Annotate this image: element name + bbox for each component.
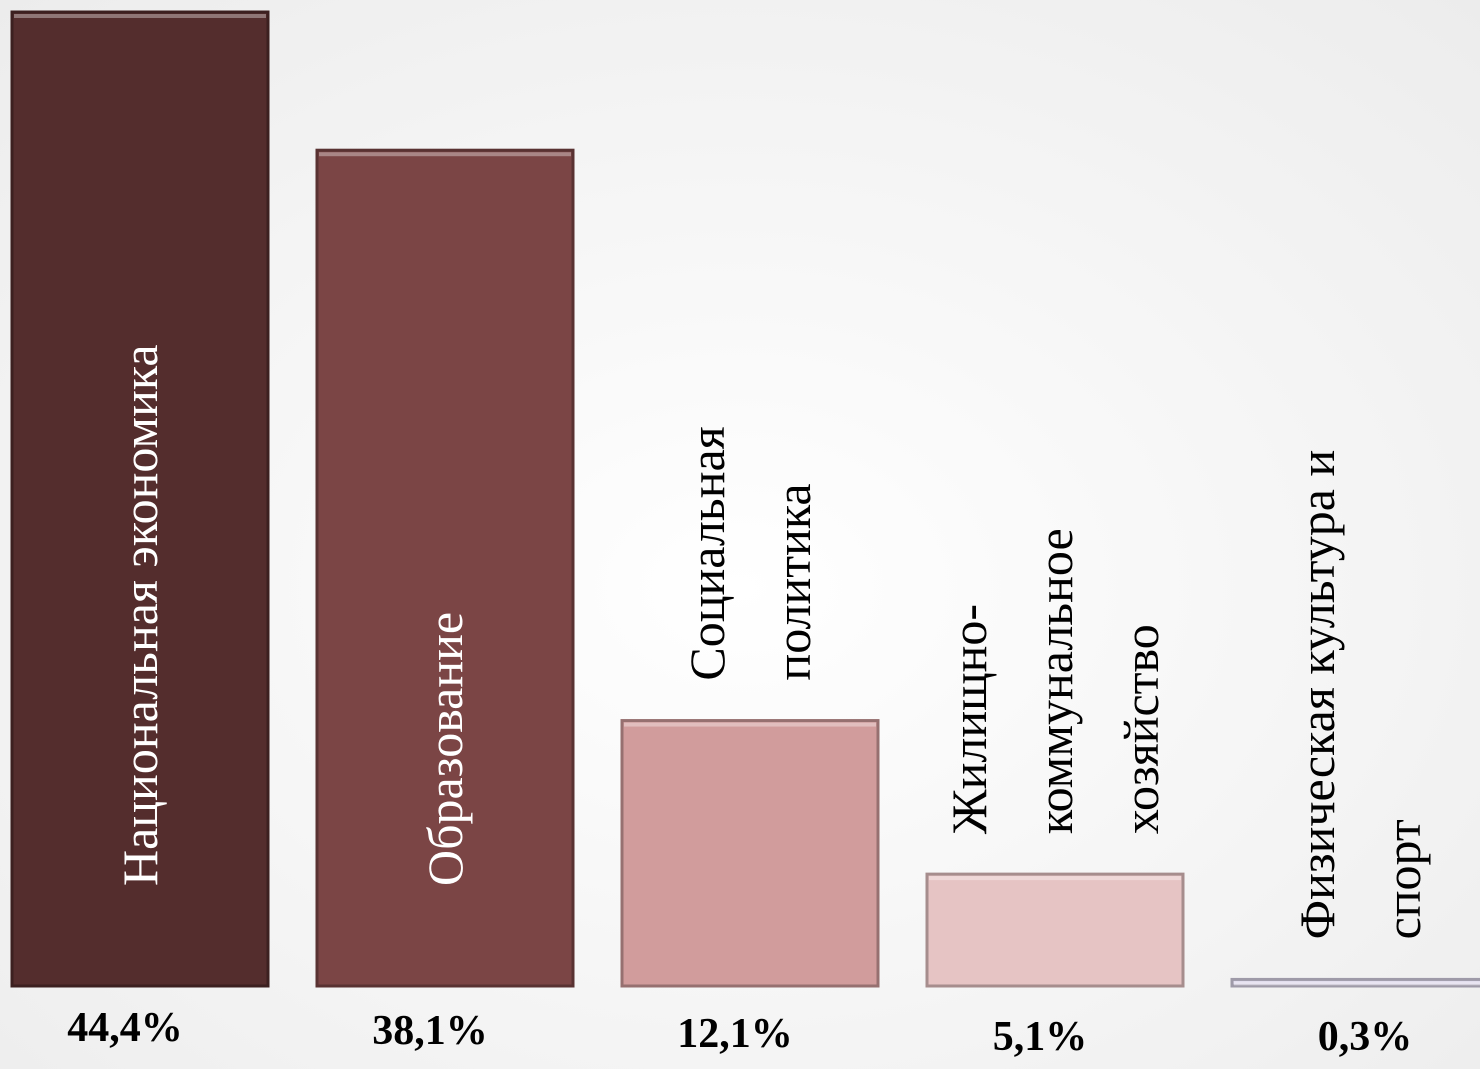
category-label: коммунальное (1027, 528, 1083, 834)
category-label: спорт (1375, 819, 1431, 939)
category-label: Образование (417, 612, 473, 886)
bar-5 (1230, 977, 1480, 988)
bar-3 (620, 719, 880, 988)
value-label: 38,1% (372, 1008, 488, 1054)
category-label: Физическая культура и (1289, 450, 1345, 940)
category-label: Социальная (679, 426, 735, 680)
bar-highlight-4 (929, 876, 1181, 881)
value-label: 5,1% (993, 1014, 1088, 1060)
bar-1 (10, 10, 270, 988)
category-label: политика (765, 483, 821, 680)
bar-highlight-1 (14, 14, 266, 18)
bar-2 (315, 148, 575, 988)
bar-4 (925, 872, 1185, 988)
value-labels-layer: 44,4% 38,1% 12,1% 5,1% 0,3% (67, 1005, 1412, 1060)
category-label: Национальная экономика (112, 344, 168, 886)
category-label: Жилищно- (941, 604, 997, 834)
category-labels-layer: Национальная экономика Образование Социаль… (112, 344, 1431, 939)
bar-highlight-3 (624, 722, 876, 727)
value-label: 0,3% (1318, 1014, 1413, 1060)
bar-highlight-2 (319, 152, 571, 157)
category-label: хозяйство (1113, 624, 1169, 834)
bars-layer (10, 10, 1480, 988)
value-label: 12,1% (677, 1011, 793, 1057)
bar-highlight-5 (1234, 981, 1480, 986)
value-label: 44,4% (67, 1005, 183, 1051)
